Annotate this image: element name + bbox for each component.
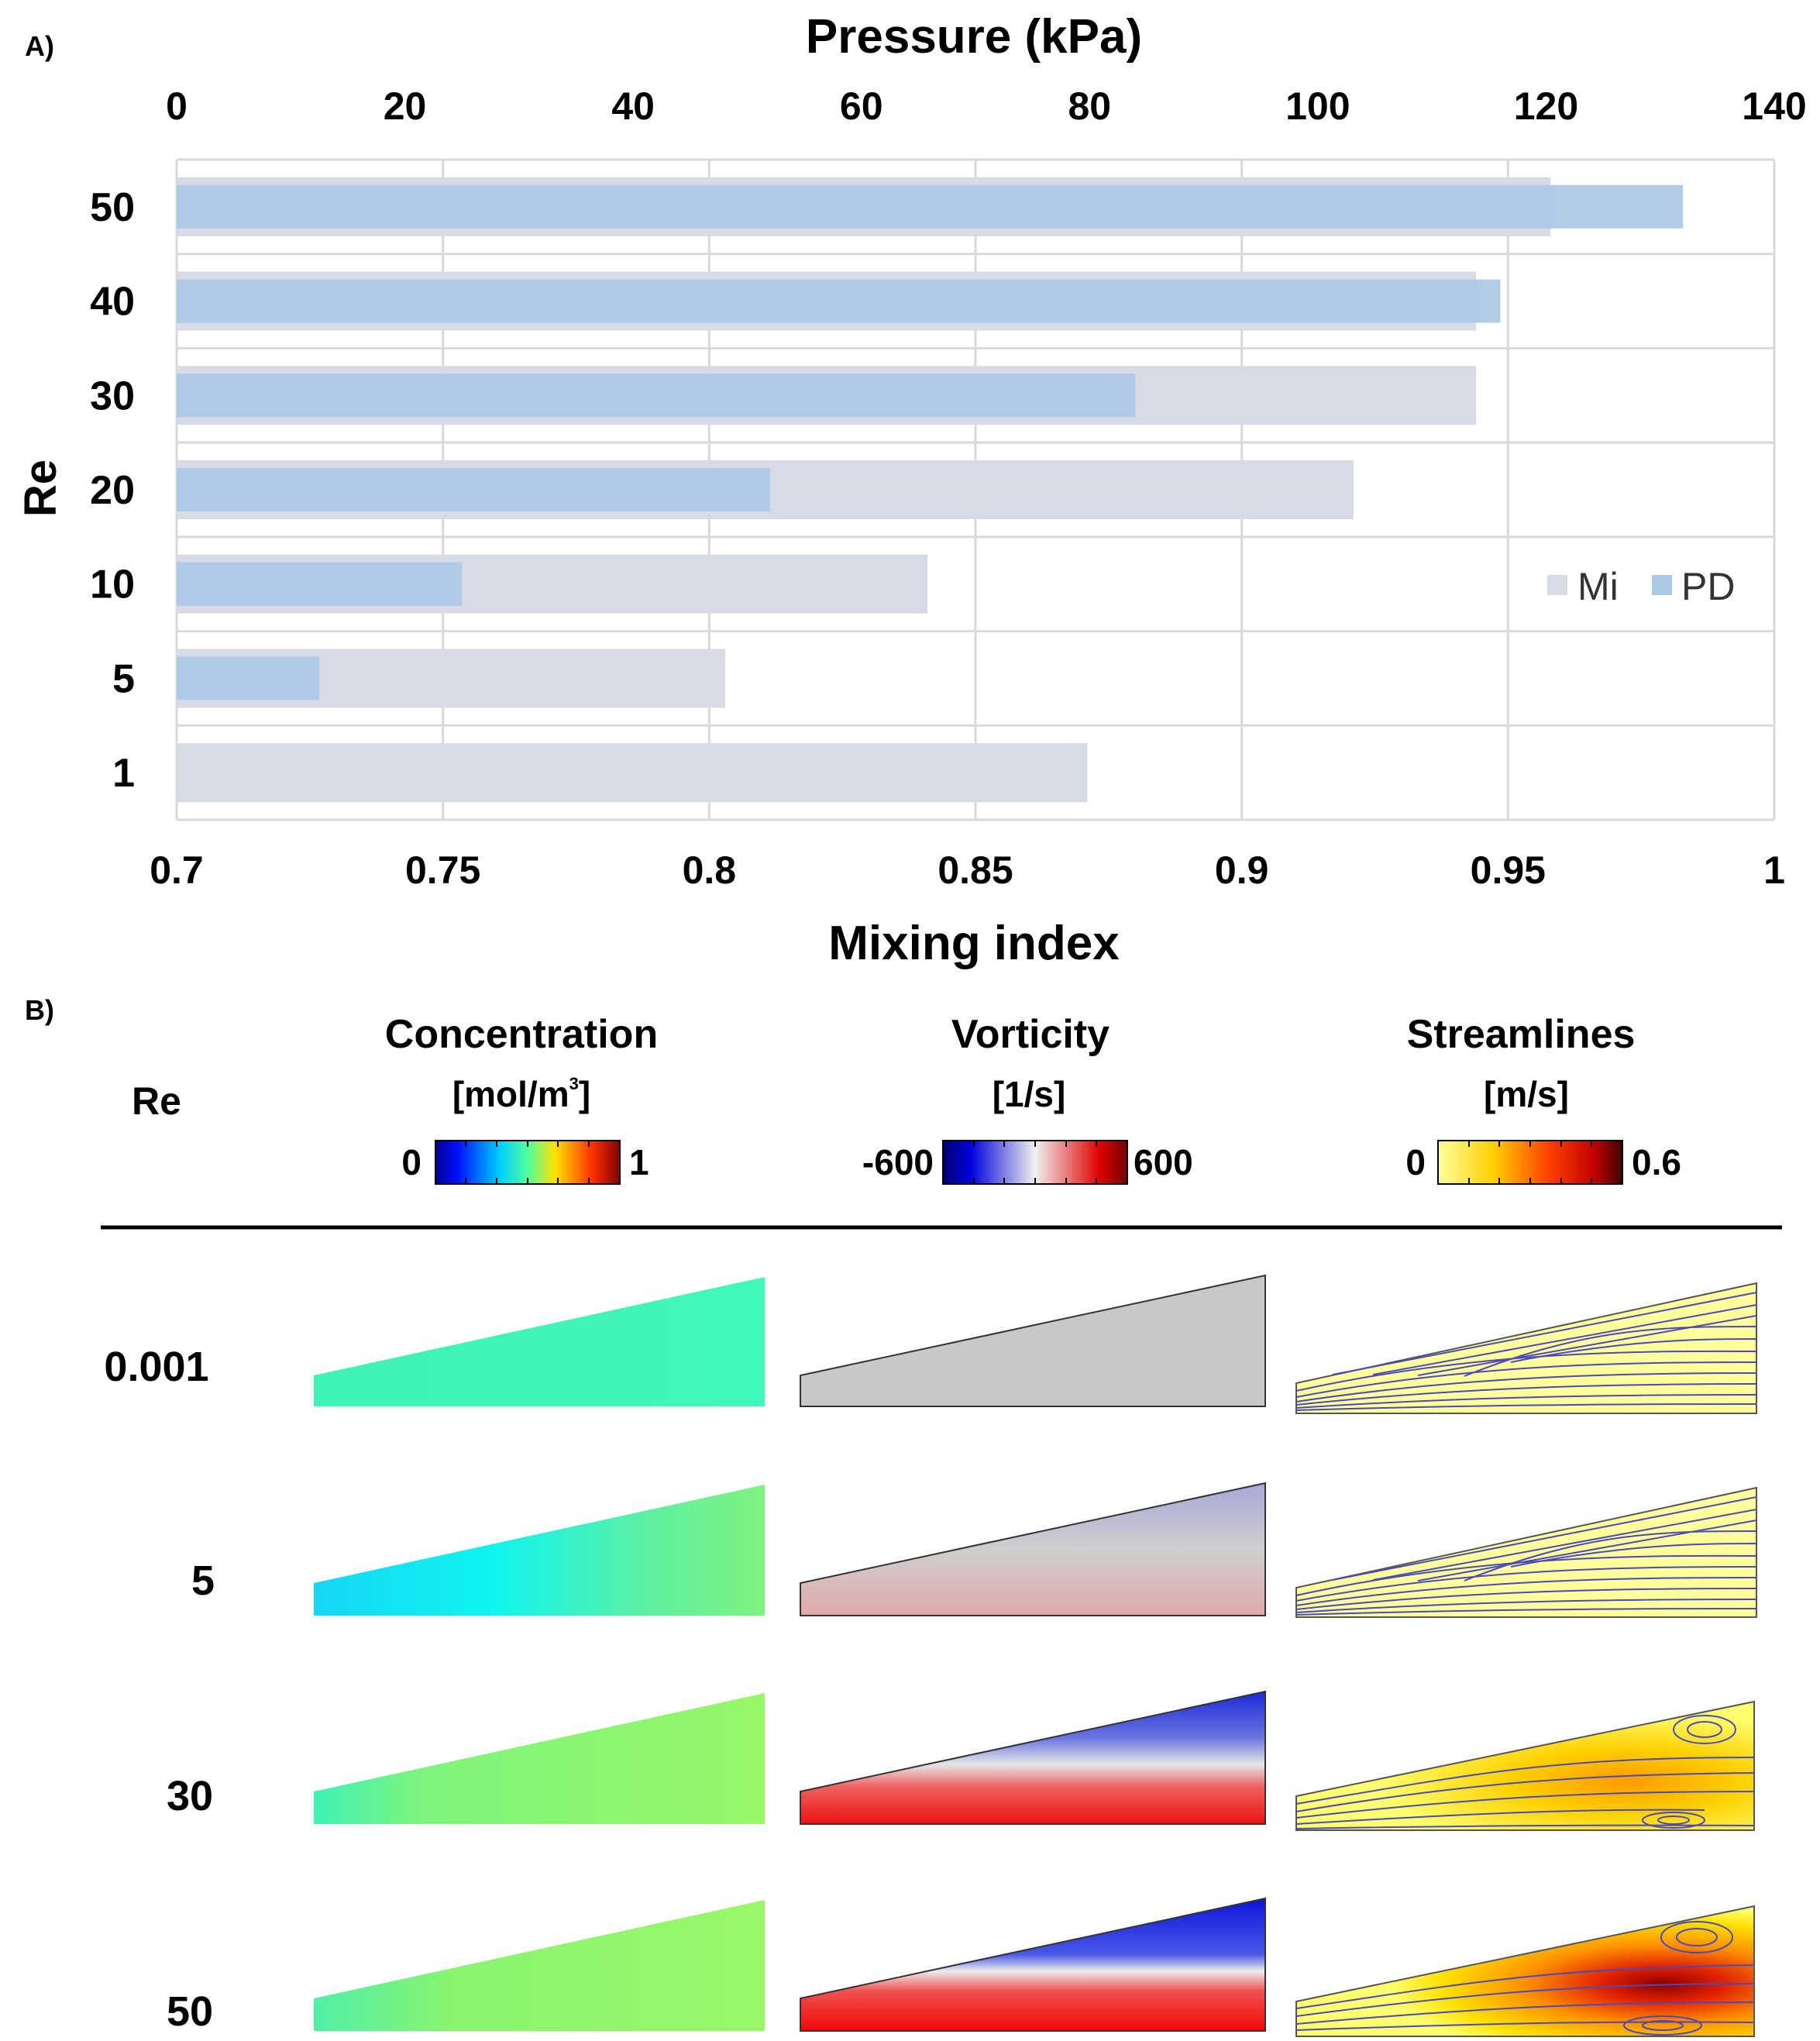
colorbar-ticks <box>465 1141 590 1184</box>
vorticity-map <box>800 1274 1266 1407</box>
column-vorticity: Vorticity [1/s] -600 600 <box>862 1012 1193 1185</box>
x-top-tick-label: 40 <box>611 84 655 128</box>
row-label-30: 30 <box>167 1773 213 1819</box>
panel-b: B) Re Concentration [mol/m3] 0 1 Vortici… <box>25 994 1782 2037</box>
row-label-0.001: 0.001 <box>104 1344 208 1390</box>
bar-pd-re-50 <box>177 184 1684 229</box>
row-re-30 <box>314 1690 1755 1831</box>
x-top-tick-label: 0 <box>166 84 188 128</box>
x-bottom-tick-label: 0.9 <box>1215 848 1269 892</box>
x-bottom-tick-label: 1 <box>1763 848 1785 892</box>
column-concentration: Concentration [mol/m3] 0 1 <box>385 1012 658 1185</box>
concentration-map <box>314 1900 765 2031</box>
bar-pd-re-10 <box>177 562 463 606</box>
colorbar-min: -600 <box>862 1142 934 1182</box>
chart-legend: Mi PD <box>1547 565 1735 608</box>
x-top-tick-label: 60 <box>840 84 883 128</box>
bar-mi-re-1 <box>177 743 1088 803</box>
x-top-tick-label: 20 <box>384 84 427 128</box>
column-unit: [mol/m3] <box>452 1074 590 1114</box>
y-axis-title: Re <box>15 459 66 517</box>
legend-label-mi: Mi <box>1577 565 1619 608</box>
unit-end: ] <box>579 1074 590 1114</box>
panel-a-label: A) <box>25 30 54 62</box>
colorbar-ticks <box>1468 1141 1592 1184</box>
x-bottom-tick-label: 0.7 <box>150 848 204 892</box>
x-bottom-tick-label: 0.85 <box>938 848 1013 892</box>
column-unit: [m/s] <box>1484 1074 1569 1114</box>
colorbar-min: 0 <box>1405 1142 1426 1182</box>
colorbar-max: 0.6 <box>1632 1142 1681 1182</box>
x-bottom-tick-label: 0.75 <box>405 848 480 892</box>
panel-a: A) Pressure (kPa) Mixing index Re 504030… <box>15 10 1807 970</box>
concentration-map <box>314 1693 765 1824</box>
column-streamlines: Streamlines [m/s] 0 0.6 <box>1405 1012 1681 1185</box>
row-re-5 <box>314 1482 1757 1618</box>
y-tick-label: 10 <box>90 563 135 607</box>
bar-pd-re-20 <box>177 468 770 511</box>
column-title: Concentration <box>385 1012 658 1057</box>
row-header: Re <box>132 1079 181 1123</box>
concentration-map <box>314 1485 765 1616</box>
velocity-colorbar <box>1437 1140 1623 1185</box>
x-bottom-tick-label: 0.8 <box>683 848 737 892</box>
vorticity-map <box>800 1897 1266 2032</box>
y-tick-label: 20 <box>90 468 135 513</box>
column-title: Streamlines <box>1407 1012 1636 1057</box>
bottom-axis-title: Mixing index <box>828 917 1120 970</box>
row-label-50: 50 <box>167 1988 213 2035</box>
x-bottom-tick-label: 0.95 <box>1471 848 1546 892</box>
colorbar-max: 1 <box>629 1142 649 1182</box>
legend-label-pd: PD <box>1681 565 1735 608</box>
y-tick-label: 30 <box>90 373 135 418</box>
vorticity-map <box>800 1690 1266 1825</box>
colorbar-min: 0 <box>401 1142 421 1182</box>
column-title: Vorticity <box>951 1012 1110 1057</box>
unit-base: [mol/m <box>452 1074 569 1114</box>
x-top-tick-label: 80 <box>1068 84 1111 128</box>
y-tick-label: 50 <box>90 185 135 230</box>
row-label-5: 5 <box>191 1557 215 1604</box>
x-top-tick-label: 140 <box>1742 84 1806 128</box>
concentration-map <box>314 1277 765 1406</box>
bar-pd-re-30 <box>177 373 1136 418</box>
x-top-tick-label: 120 <box>1514 84 1578 128</box>
chart-grid <box>175 158 1776 821</box>
streamline-map <box>1295 1282 1757 1414</box>
streamline-map <box>1295 1486 1757 1618</box>
unit-superscript: 3 <box>569 1074 579 1093</box>
vorticity-map <box>800 1482 1266 1616</box>
concentration-colorbar <box>435 1140 621 1185</box>
x-top-tick-label: 100 <box>1285 84 1350 128</box>
vorticity-colorbar <box>942 1140 1128 1185</box>
y-tick-label: 1 <box>112 751 135 796</box>
colorbar-max: 600 <box>1134 1142 1193 1182</box>
bar-pd-re-5 <box>177 656 320 700</box>
y-tick-label: 40 <box>90 280 135 325</box>
legend-swatch-mi <box>1547 575 1567 595</box>
row-re-50 <box>314 1897 1755 2037</box>
bar-pd-re-40 <box>177 279 1501 323</box>
streamline-map <box>1295 1905 1755 2037</box>
top-axis-title: Pressure (kPa) <box>806 10 1142 64</box>
streamline-map <box>1295 1700 1755 1831</box>
chart-bars <box>177 177 1684 803</box>
y-tick-label: 5 <box>112 656 135 701</box>
colorbar-ticks <box>973 1141 1097 1184</box>
panel-b-label: B) <box>25 994 54 1026</box>
legend-swatch-pd <box>1652 575 1672 595</box>
row-re-0.001 <box>314 1274 1757 1414</box>
column-unit: [1/s] <box>993 1074 1066 1114</box>
